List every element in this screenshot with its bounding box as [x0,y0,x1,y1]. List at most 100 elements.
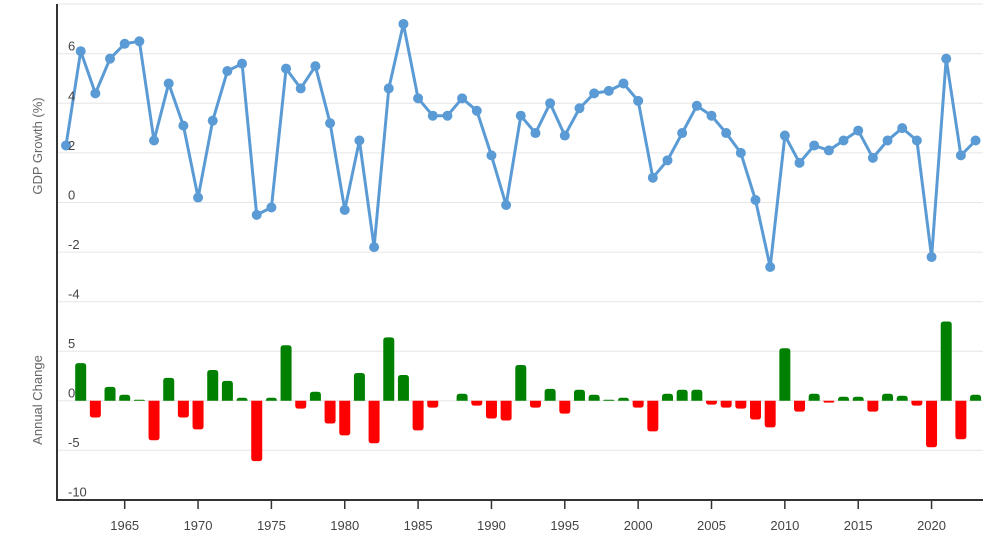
annual-change-bar[interactable] [353,372,365,401]
data-point-marker[interactable] [970,135,981,146]
annual-change-bar[interactable] [236,397,248,401]
annual-change-bar[interactable] [427,400,439,408]
data-point-marker[interactable] [721,128,732,139]
data-point-marker[interactable] [545,98,556,109]
data-point-marker[interactable] [823,145,834,156]
annual-change-bar[interactable] [603,399,615,401]
annual-change-bar[interactable] [500,400,512,421]
data-point-marker[interactable] [574,103,585,114]
annual-change-bar[interactable] [852,396,864,401]
annual-change-bar[interactable] [735,400,747,409]
data-point-marker[interactable] [354,135,365,146]
annual-change-bar[interactable] [750,400,762,420]
annual-change-bar[interactable] [177,400,189,418]
data-point-marker[interactable] [559,130,570,141]
annual-change-bar[interactable] [544,388,556,401]
annual-change-bar[interactable] [661,393,673,401]
data-point-marker[interactable] [750,195,761,206]
data-point-marker[interactable] [735,147,746,158]
annual-change-bar[interactable] [970,394,982,401]
annual-change-bar[interactable] [764,400,776,428]
data-point-marker[interactable] [955,150,966,161]
data-point-marker[interactable] [105,53,116,64]
data-point-marker[interactable] [706,110,717,121]
annual-change-bar[interactable] [397,374,409,401]
data-point-marker[interactable] [941,53,952,64]
data-point-marker[interactable] [457,93,468,104]
annual-change-bar[interactable] [882,393,894,401]
annual-change-bar[interactable] [89,400,101,418]
data-point-marker[interactable] [911,135,922,146]
data-point-marker[interactable] [486,150,497,161]
annual-change-bar[interactable] [867,400,879,412]
annual-change-bar[interactable] [838,396,850,401]
annual-change-bar[interactable] [720,400,732,408]
annual-change-bar[interactable] [383,337,395,401]
annual-change-bar[interactable] [573,389,585,401]
annual-change-bar[interactable] [104,386,116,401]
data-point-marker[interactable] [178,120,189,131]
annual-change-bar[interactable] [911,400,923,406]
annual-change-bar[interactable] [926,400,938,448]
annual-change-bar[interactable] [221,380,233,401]
annual-change-bar[interactable] [265,397,277,401]
data-point-marker[interactable] [897,123,908,134]
data-point-marker[interactable] [926,252,937,263]
data-point-marker[interactable] [853,125,864,136]
data-point-marker[interactable] [295,83,306,94]
annual-change-bar[interactable] [485,400,497,419]
annual-change-bar[interactable] [617,397,629,401]
data-point-marker[interactable] [222,66,233,77]
data-point-marker[interactable] [119,38,130,49]
data-point-marker[interactable] [398,18,409,29]
data-point-marker[interactable] [838,135,849,146]
annual-change-bar[interactable] [588,394,600,401]
data-point-marker[interactable] [134,36,145,47]
annual-change-bar[interactable] [940,321,952,401]
data-point-marker[interactable] [662,155,673,166]
annual-change-bar[interactable] [529,400,541,408]
data-point-marker[interactable] [237,58,248,69]
data-point-marker[interactable] [266,202,277,213]
data-point-marker[interactable] [281,63,292,74]
annual-change-bar[interactable] [896,395,908,401]
data-point-marker[interactable] [369,242,380,253]
annual-change-bar[interactable] [779,348,791,401]
data-point-marker[interactable] [515,110,526,121]
annual-change-bar[interactable] [280,345,292,401]
annual-change-bar[interactable] [368,400,380,444]
data-point-marker[interactable] [310,61,321,72]
annual-change-bar[interactable] [632,400,644,408]
annual-change-bar[interactable] [192,400,204,430]
data-point-marker[interactable] [794,157,805,168]
data-point-marker[interactable] [442,110,453,121]
annual-change-bar[interactable] [207,370,219,401]
annual-change-bar[interactable] [309,391,321,401]
data-point-marker[interactable] [149,135,160,146]
data-point-marker[interactable] [193,192,204,203]
annual-change-bar[interactable] [148,400,160,441]
data-point-marker[interactable] [61,140,72,151]
annual-change-bar[interactable] [515,365,527,401]
data-point-marker[interactable] [691,100,702,111]
data-point-marker[interactable] [427,110,438,121]
annual-change-bar[interactable] [647,400,659,432]
annual-change-bar[interactable] [559,400,571,414]
data-point-marker[interactable] [618,78,629,89]
data-point-marker[interactable] [251,209,262,220]
data-point-marker[interactable] [677,128,688,139]
data-point-marker[interactable] [501,199,512,210]
data-point-marker[interactable] [339,204,350,215]
data-point-marker[interactable] [90,88,101,99]
annual-change-bar[interactable] [163,377,175,401]
annual-change-bar[interactable] [412,400,424,431]
data-point-marker[interactable] [325,118,336,129]
data-point-marker[interactable] [75,46,86,57]
data-point-marker[interactable] [647,172,658,183]
data-point-marker[interactable] [207,115,218,126]
annual-change-bar[interactable] [133,399,145,401]
data-point-marker[interactable] [413,93,424,104]
data-point-marker[interactable] [765,261,776,272]
annual-change-bar[interactable] [676,389,688,401]
data-point-marker[interactable] [603,85,614,96]
